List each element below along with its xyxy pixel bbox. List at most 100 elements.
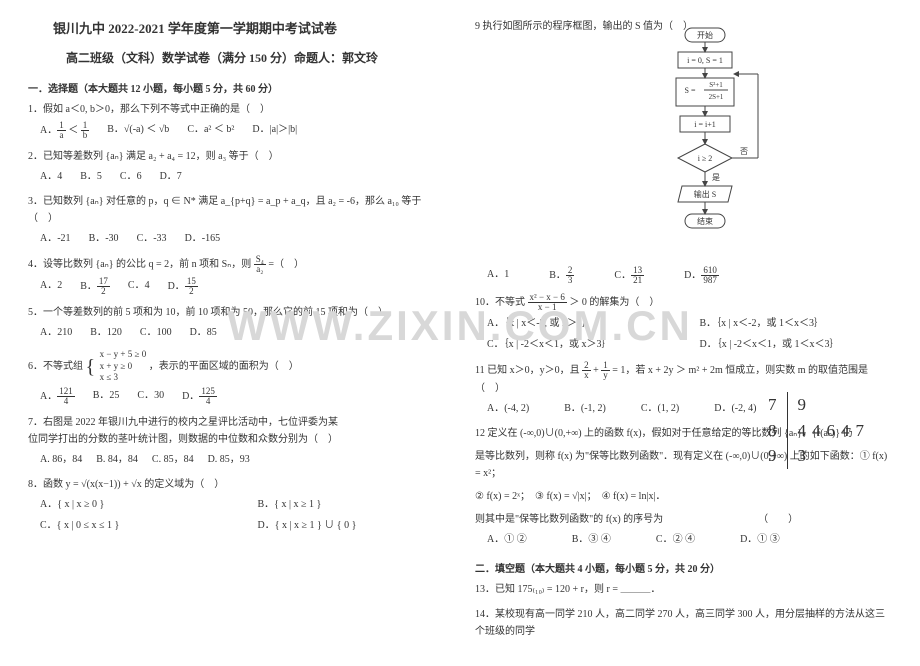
sl-r3-l: 3 [787,443,880,469]
q3-opt-a: A．-21 [40,230,71,247]
svg-text:i = i+1: i = i+1 [694,120,715,129]
q9-options: A．1 B．23 C．1321 D．610987 [487,266,892,285]
q12-l4: 则其中是"保等比数列函数"的 f(x) 的序号为 （ ） [475,511,892,528]
question-1: 1．假如 a＜0, b＞0，那么下列不等式中正确的是（ ） A．1a ＜ 1b … [28,101,445,140]
q4-options: A．2 B．172 C．4 D．152 [40,277,445,296]
q7-opt-d: D. 85，93 [208,451,250,468]
q5-opt-a: A．210 [40,324,72,341]
svg-text:S =: S = [685,86,696,95]
q3-stem: 3．已知数列 {aₙ} 对任意的 p，q ∈ N* 满足 a_{p+q} = a… [28,193,445,227]
q2-options: A．4 B．5 C．6 D．7 [40,168,445,185]
q10-opt-c: C．｛x | -2＜x＜1，或 x＞3｝ [487,336,680,353]
sl-r3-s: 9 [758,443,787,469]
section1-head: 一．选择题（本大题共 12 小题，每小题 5 分，共 60 分） [28,80,445,95]
flowchart: 开始 i = 0, S = 1 S = S²+1 2S+1 i = i+1 i … [630,26,800,259]
q2-opt-a: A．4 [40,168,62,185]
q6-stem: 6．不等式组 { x − y + 5 ≥ 0 x + y ≥ 0 x ≤ 3 ，… [28,349,445,384]
q4-opt-d: D．152 [168,277,198,296]
q1-opt-b: B．√(-a) ＜ √b [107,121,169,140]
q11-opt-c: C．(1, 2) [641,400,679,417]
sl-r1-s: 7 [758,392,787,418]
q8-opt-d: D．{ x | x ≥ 1 } ∪ { 0 } [258,517,446,534]
q12-opt-c: C．② ④ [656,531,695,548]
svg-text:i = 0, S = 1: i = 0, S = 1 [687,56,723,65]
svg-text:输出 S: 输出 S [694,189,716,199]
q12-opt-a: A．① ② [487,531,527,548]
q11-opt-a: A．(-4, 2) [487,400,529,417]
q1-opt-c: C．a² ＜ b² [187,121,234,140]
q7-stem: 7．右图是 2022 年银川九中进行的校内之星评比活动中，七位评委为某位同学打出… [28,414,345,448]
q10-opt-a: A．｛x | x＜-2, 或 x＞3｝ [487,315,680,332]
question-6: 6．不等式组 { x − y + 5 ≥ 0 x + y ≥ 0 x ≤ 3 ，… [28,349,445,406]
q3-options: A．-21 B．-30 C．-33 D．-165 [40,230,445,247]
left-column: 银川九中 2022-2021 学年度第一学期期中考试试卷 高二班级（文科）数学试… [28,18,445,648]
q5-stem: 5．一个等差数列的前 5 项和为 10，前 10 项和为 50，那么它的前 15… [28,304,445,321]
q4-opt-b: B．172 [80,277,110,296]
q1-stem: 1．假如 a＜0, b＞0，那么下列不等式中正确的是（ ） [28,101,445,118]
question-7: 7．右图是 2022 年银川九中进行的校内之星评比活动中，七位评委为某位同学打出… [28,414,445,468]
q9-opt-a: A．1 [487,266,509,285]
q3-opt-d: D．-165 [185,230,221,247]
q5-opt-c: C．100 [140,324,172,341]
q9-opt-b: B．23 [549,266,574,285]
q7-opt-c: C. 85，84 [152,451,194,468]
q8-opt-c: C．{ x | 0 ≤ x ≤ 1 } [40,517,228,534]
q12-opt-b: B．③ ④ [572,531,611,548]
q2-opt-c: C．6 [120,168,142,185]
q9-opt-d: D．610987 [684,266,719,285]
svg-text:否: 否 [740,147,748,156]
page-subtitle: 高二班级（文科）数学试卷（满分 150 分）命题人：郭文玲 [66,49,445,66]
q2-opt-b: B．5 [80,168,102,185]
question-4: 4．设等比数列 {aₙ} 的公比 q = 2，前 n 项和 Sₙ，则 S₄a₂ … [28,255,445,296]
q3-opt-c: C．-33 [137,230,167,247]
q10-opt-d: D．｛x | -2＜x＜1，或 1＜x＜3｝ [700,336,893,353]
q8-stem: 8．函数 y = √(x(x−1)) + √x 的定义域为（ ） [28,476,445,493]
q6-options: A．1214 B．25 C．30 D．1254 [40,387,445,406]
q6-opt-b: B．25 [93,387,120,406]
q7-options: A. 86，84 B. 84，84 C. 85，84 D. 85，93 [40,451,345,468]
q2-stem: 2．已知等差数列 {aₙ} 满足 a₂ + a₄ = 12，则 a₃ 等于（ ） [28,148,445,165]
question-14: 14．某校现有高一同学 210 人，高二同学 270 人，高三同学 300 人，… [475,606,892,640]
section2-head: 二．填空题（本大题共 4 小题，每小题 5 分，共 20 分） [475,560,892,575]
q6-opt-a: A．1214 [40,387,75,406]
question-10: 10．不等式 x² − x − 6x − 1 ＞ 0 的解集为（ ） A．｛x … [475,293,892,353]
q4-stem: 4．设等比数列 {aₙ} 的公比 q = 2，前 n 项和 Sₙ，则 S₄a₂ … [28,255,445,274]
sl-r1-l: 9 [787,392,880,418]
flowchart-svg: 开始 i = 0, S = 1 S = S²+1 2S+1 i = i+1 i … [630,26,800,256]
q12-options: A．① ② B．③ ④ C．② ④ D．① ③ [487,531,892,548]
svg-text:2S+1: 2S+1 [709,93,724,101]
q12-opt-d: D．① ③ [740,531,780,548]
q4-opt-c: C．4 [128,277,150,296]
q6-opt-c: C．30 [137,387,164,406]
q10-stem: 10．不等式 x² − x − 6x − 1 ＞ 0 的解集为（ ） [475,293,892,312]
q11-opt-b: B．(-1, 2) [564,400,606,417]
q5-opt-d: D．85 [190,324,217,341]
question-5: 5．一个等差数列的前 5 项和为 10，前 10 项和为 50，那么它的前 15… [28,304,445,341]
q1-opt-a: A．1a ＜ 1b [40,121,89,140]
q8-options: A．{ x | x ≥ 0 } B．{ x | x ≥ 1 } C．{ x | … [40,496,445,534]
q8-opt-a: A．{ x | x ≥ 0 } [40,496,228,513]
q1-opt-d: D．|a|＞|b| [252,121,297,140]
q1-options: A．1a ＜ 1b B．√(-a) ＜ √b C．a² ＜ b² D．|a|＞|… [40,121,445,140]
svg-text:i ≥ 2: i ≥ 2 [698,154,713,163]
q5-opt-b: B．120 [90,324,122,341]
svg-text:是: 是 [712,173,720,182]
q9-opt-c: C．1321 [614,266,644,285]
q12-l3: ② f(x) = 2ˣ； ③ f(x) = √|x|； ④ f(x) = ln|… [475,488,892,505]
stem-leaf-plot: 79 844647 93 [758,392,880,469]
q8-opt-b: B．{ x | x ≥ 1 } [258,496,446,513]
q2-opt-d: D．7 [160,168,182,185]
question-2: 2．已知等差数列 {aₙ} 满足 a₂ + a₄ = 12，则 a₃ 等于（ ）… [28,148,445,185]
q7-opt-b: B. 84，84 [96,451,138,468]
question-13: 13．已知 175₍₁₀₎ = 120 + r，则 r = ＿＿＿． [475,581,892,598]
question-8: 8．函数 y = √(x(x−1)) + √x 的定义域为（ ） A．{ x |… [28,476,445,534]
sl-r2-s: 8 [758,418,787,444]
q3-opt-b: B．-30 [89,230,119,247]
q10-opt-b: B．｛x | x＜-2，或 1＜x＜3｝ [700,315,893,332]
svg-text:开始: 开始 [697,30,713,40]
question-3: 3．已知数列 {aₙ} 对任意的 p，q ∈ N* 满足 a_{p+q} = a… [28,193,445,247]
q7-opt-a: A. 86，84 [40,451,82,468]
page-title: 银川九中 2022-2021 学年度第一学期期中考试试卷 [53,18,445,37]
q5-options: A．210 B．120 C．100 D．85 [40,324,445,341]
q6-opt-d: D．1254 [182,387,217,406]
